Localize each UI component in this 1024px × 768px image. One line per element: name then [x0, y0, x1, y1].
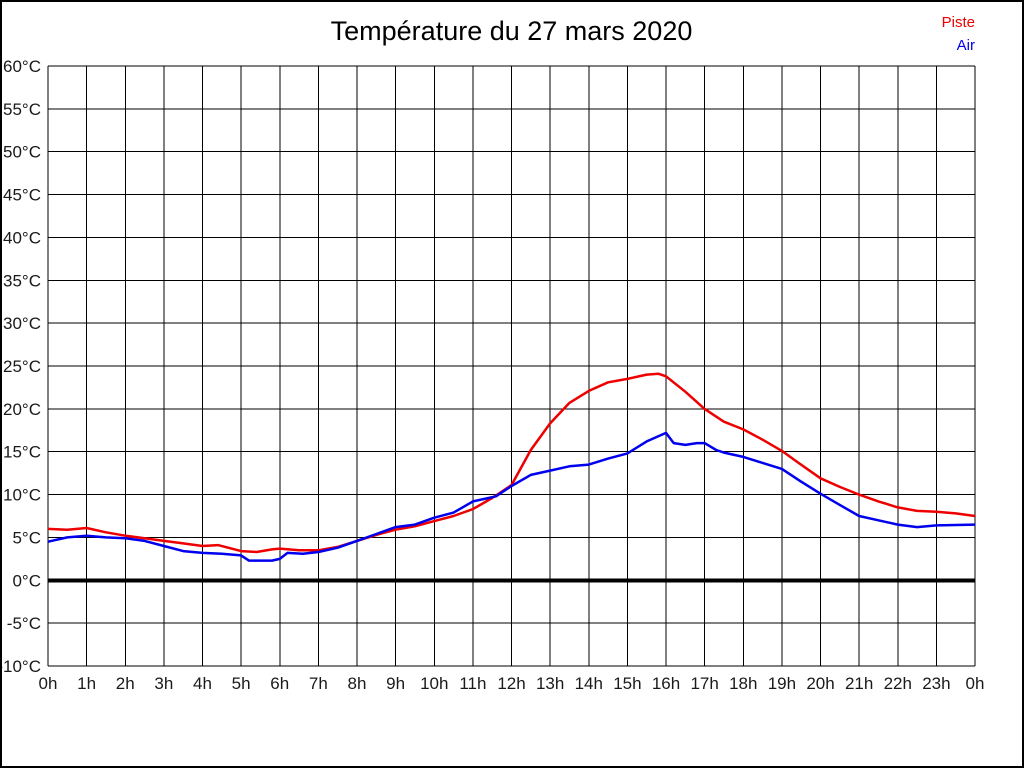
- x-tick-label: 10h: [420, 674, 448, 693]
- x-tick-label: 23h: [922, 674, 950, 693]
- y-tick-label: 40°C: [3, 228, 41, 247]
- grid: [47, 65, 976, 667]
- legend: Piste Air: [942, 11, 975, 57]
- x-tick-label: 21h: [845, 674, 873, 693]
- y-tick-label: 10°C: [3, 486, 41, 505]
- y-tick-label: 50°C: [3, 143, 41, 162]
- legend-item-piste: Piste: [941, 14, 975, 31]
- y-tick-label: 55°C: [3, 100, 41, 119]
- air-line: [47, 431, 976, 562]
- y-tick-label: 45°C: [3, 186, 41, 205]
- x-tick-label: 0h: [39, 674, 58, 693]
- x-tick-label: 11h: [459, 674, 486, 693]
- x-tick-label: 3h: [154, 674, 173, 693]
- y-tick-label: 30°C: [3, 314, 41, 333]
- y-tick-label: 5°C: [12, 528, 41, 547]
- x-tick-label: 1h: [77, 674, 96, 693]
- y-tick-label: 20°C: [3, 400, 41, 419]
- x-tick-label: 0h: [966, 674, 985, 693]
- x-tick-label: 4h: [193, 674, 212, 693]
- x-tick-label: 8h: [348, 674, 367, 693]
- x-tick-label: 15h: [613, 674, 641, 693]
- x-tick-label: 7h: [309, 674, 328, 693]
- x-tick-label: 13h: [536, 674, 564, 693]
- x-tick-label: 16h: [652, 674, 680, 693]
- x-tick-label: 18h: [729, 674, 757, 693]
- x-tick-label: 6h: [270, 674, 289, 693]
- y-tick-label: 35°C: [3, 271, 41, 290]
- x-tick-label: 14h: [575, 674, 603, 693]
- x-tick-label: 19h: [768, 674, 796, 693]
- x-tick-label: 22h: [884, 674, 912, 693]
- y-tick-label: 25°C: [3, 357, 41, 376]
- y-tick-label: 0°C: [12, 571, 41, 590]
- y-tick-label: 15°C: [3, 443, 41, 462]
- x-tick-label: 20h: [806, 674, 834, 693]
- x-tick-label: 17h: [690, 674, 718, 693]
- y-tick-label: 60°C: [3, 57, 41, 76]
- chart-title: Température du 27 mars 2020: [330, 16, 693, 46]
- x-tick-label: 12h: [497, 674, 525, 693]
- y-tick-label: -10°C: [0, 657, 41, 676]
- legend-item-air: Air: [956, 37, 975, 54]
- x-tick-label: 9h: [386, 674, 405, 693]
- x-tick-label: 5h: [232, 674, 251, 693]
- y-tick-label: -5°C: [7, 614, 41, 633]
- x-tick-label: 2h: [116, 674, 135, 693]
